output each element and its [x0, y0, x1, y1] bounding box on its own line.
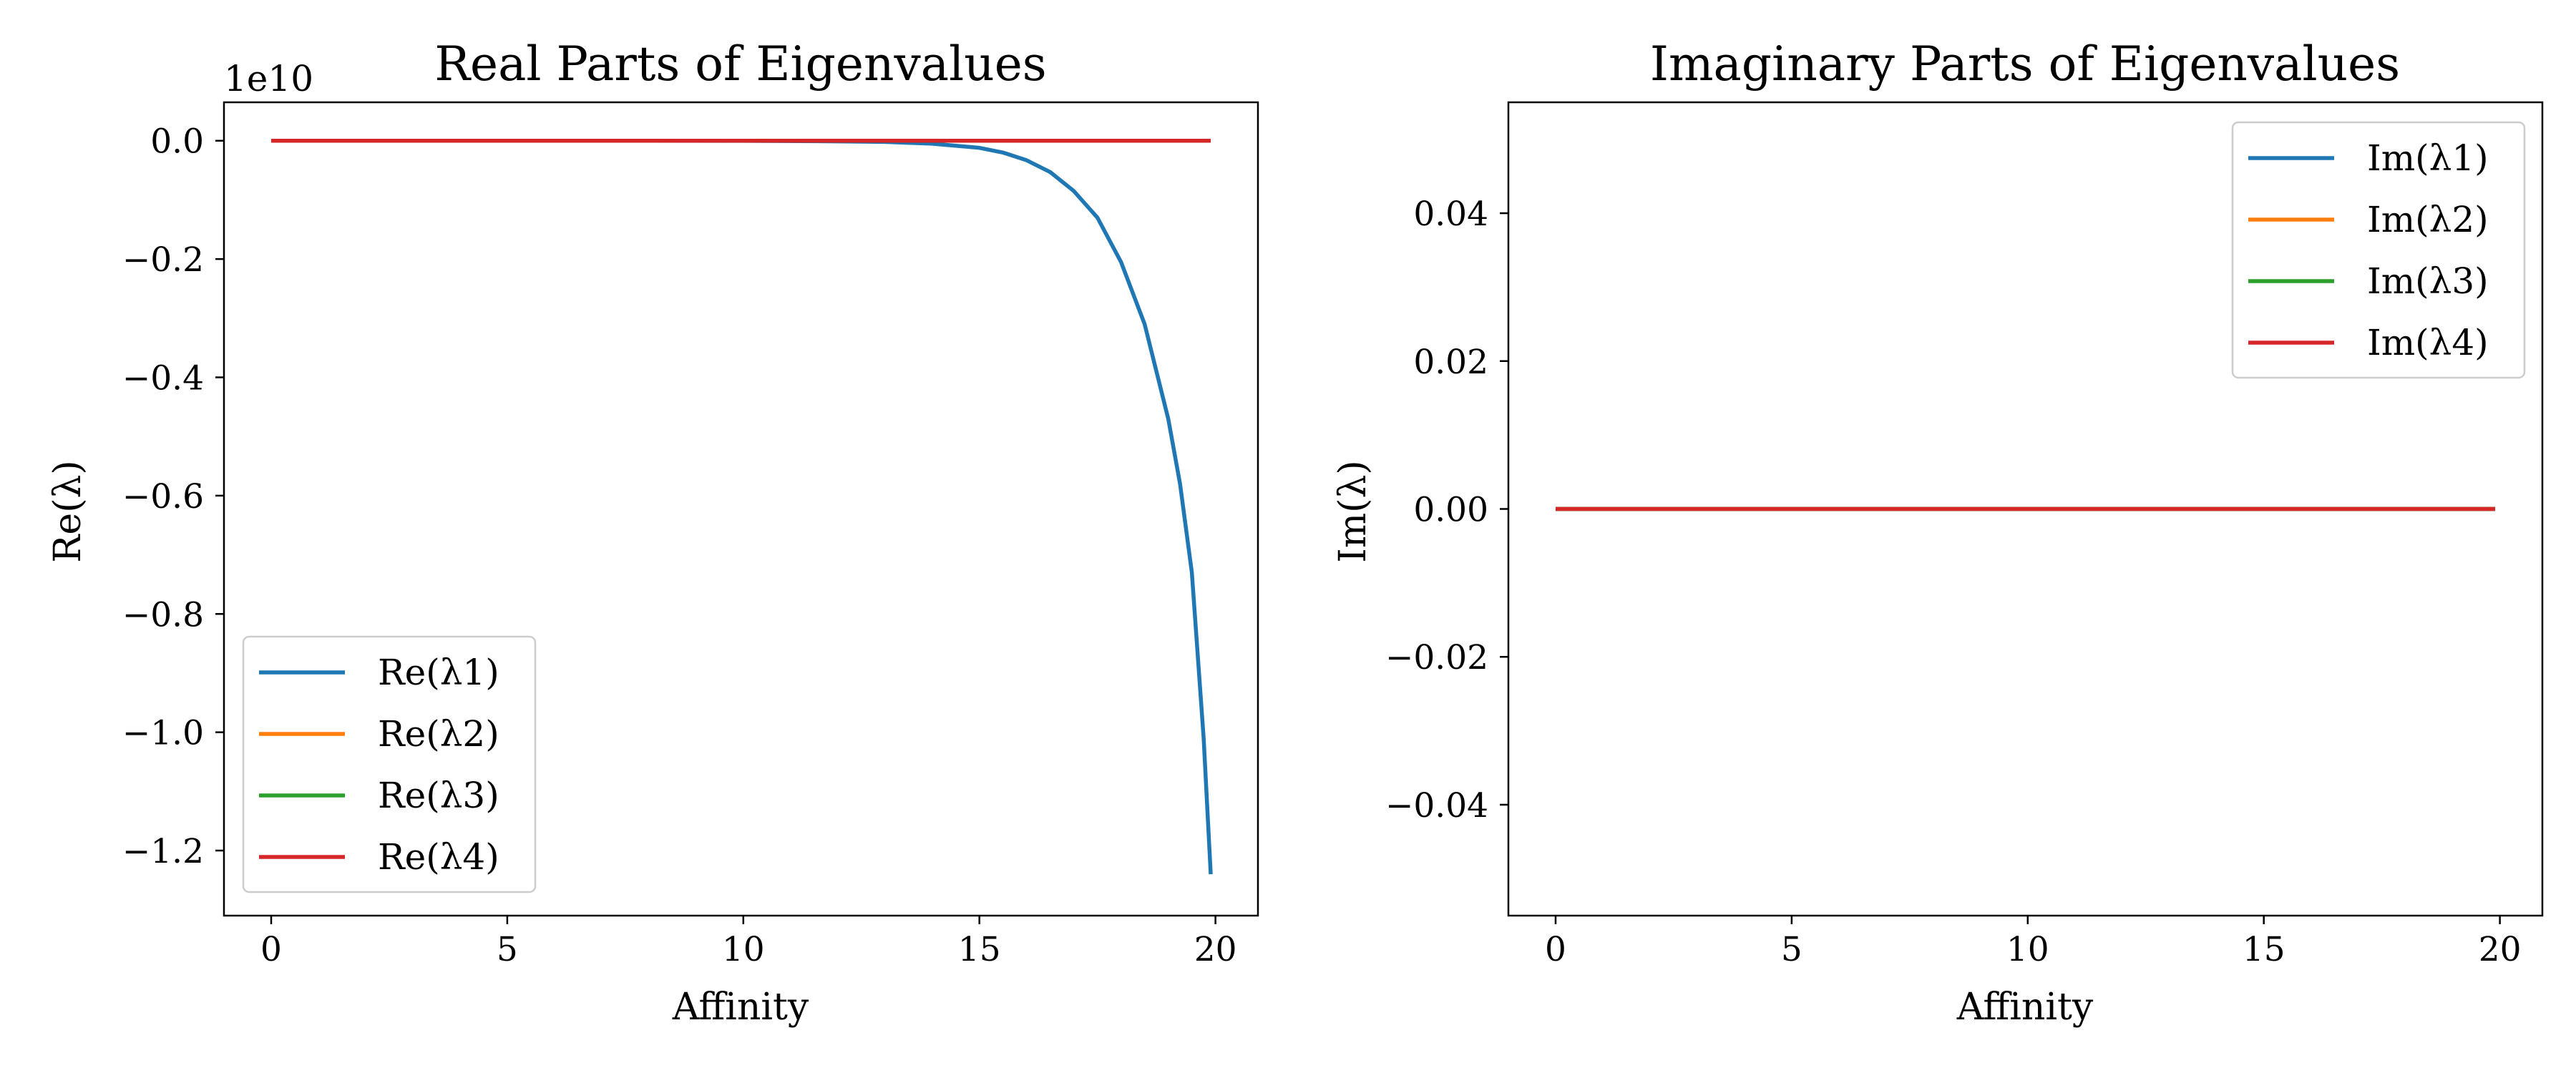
- x-tick-label: 5: [497, 930, 518, 969]
- legend-label: Im(λ1): [2367, 137, 2489, 179]
- chart-title: Imaginary Parts of Eigenvalues: [1650, 36, 2400, 92]
- y-axis-label: Im(λ): [1332, 460, 1375, 562]
- x-axis-label: Affinity: [1956, 986, 2094, 1029]
- axes-frame: [223, 101, 1259, 917]
- legend: Im(λ1) Im(λ2) Im(λ3) Im(λ4): [2231, 121, 2526, 379]
- legend-label: Im(λ4): [2367, 322, 2489, 363]
- plot-area: 0 5 10 15 20 0.0 −0.2 −0.4 −0.6 −0.8 −1.0 −1.2 Re(λ1…: [122, 101, 1259, 969]
- x-tick-label: 20: [2479, 930, 2522, 969]
- legend-label: Re(λ3): [378, 775, 499, 816]
- legend-label: Re(λ1): [378, 652, 499, 693]
- legend: Re(λ1) Re(λ2) Re(λ3) Re(λ4): [242, 635, 537, 893]
- imaginary-parts-chart: Imaginary Parts of Eigenvalues Affinity …: [1332, 36, 2544, 1029]
- y-axis-label: Re(λ): [47, 460, 89, 562]
- x-tick-label: 0: [260, 930, 282, 969]
- x-tick-label: 15: [2243, 930, 2285, 969]
- plot-area: 0 5 10 15 200.040.020.00−0.02−0.04Im(λ1)Im(λ…: [1385, 101, 2544, 969]
- y-tick-label: −0.6: [122, 477, 204, 516]
- y-tick-label: 0.02: [1413, 343, 1488, 382]
- y-offset-label: 1e10: [224, 58, 313, 99]
- y-tick-label: 0.04: [1413, 195, 1488, 234]
- y-tick-label: 0.0: [150, 122, 204, 162]
- y-tick-label: −0.2: [122, 240, 204, 280]
- legend-label: Im(λ2): [2367, 199, 2489, 240]
- chart-title: Real Parts of Eigenvalues: [434, 36, 1046, 92]
- x-tick-label: 15: [958, 930, 1001, 969]
- x-tick-label: 10: [722, 930, 765, 969]
- x-tick-label: 10: [2006, 930, 2049, 969]
- x-tick-label: 5: [1781, 930, 1802, 969]
- y-tick-label: −0.02: [1385, 638, 1488, 677]
- real-parts-chart: Real Parts of Eigenvalues 1e10 Affinity …: [47, 36, 1259, 1029]
- y-tick-label: −0.4: [122, 359, 204, 398]
- x-tick-label: 20: [1194, 930, 1237, 969]
- legend-label: Re(λ2): [378, 713, 499, 755]
- legend-box: [242, 635, 537, 893]
- legend-label: Im(λ3): [2367, 260, 2489, 302]
- y-tick-label: −0.04: [1385, 786, 1488, 825]
- y-tick-label: −1.0: [122, 714, 204, 753]
- x-axis-label: Affinity: [672, 986, 809, 1029]
- y-tick-label: −1.2: [122, 832, 204, 871]
- legend-label: Re(λ4): [378, 836, 499, 878]
- x-tick-label: 0: [1545, 930, 1566, 969]
- y-tick-label: 0.00: [1413, 491, 1488, 530]
- legend-box: [2231, 121, 2526, 379]
- y-tick-label: −0.8: [122, 595, 204, 635]
